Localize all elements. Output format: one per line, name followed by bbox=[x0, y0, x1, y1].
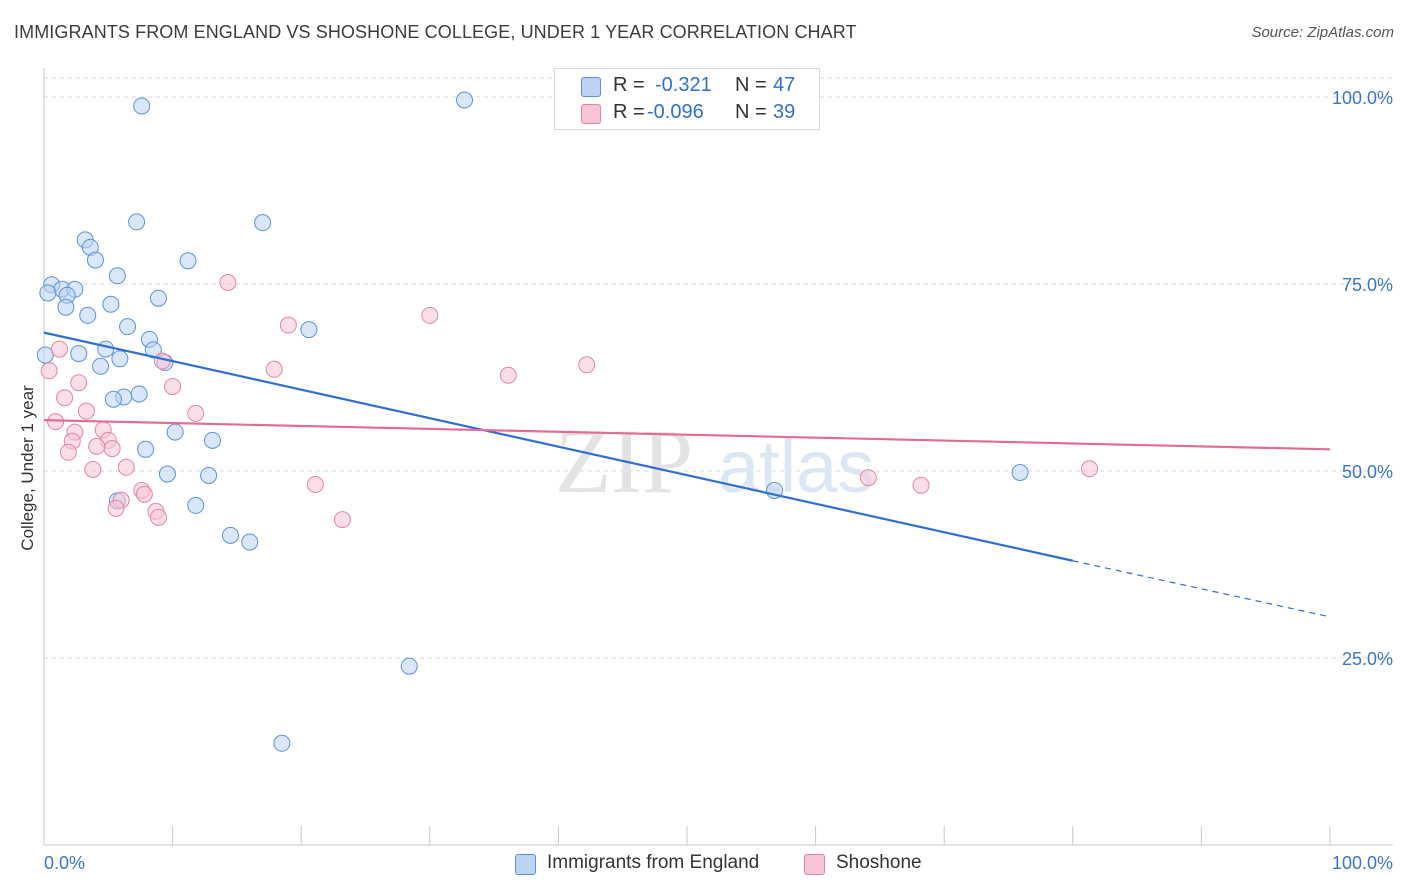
shoshone-point bbox=[59, 443, 77, 461]
england-point bbox=[158, 465, 176, 483]
england-trend-line bbox=[43, 331, 1074, 562]
england-point bbox=[36, 346, 54, 364]
england-point bbox=[133, 97, 151, 115]
shoshone-point bbox=[117, 458, 135, 476]
stats-legend: R = -0.321 N = 47 R = -0.096 N = 39 bbox=[554, 68, 820, 130]
shoshone-point bbox=[279, 316, 297, 334]
y-tick-label: 75.0% bbox=[1342, 275, 1393, 295]
england-point bbox=[119, 318, 137, 336]
england-point bbox=[104, 390, 122, 408]
england-point bbox=[400, 657, 418, 675]
shoshone-point bbox=[50, 340, 68, 358]
shoshone-trend-line bbox=[43, 419, 1331, 451]
england-point bbox=[102, 295, 120, 313]
england-point bbox=[200, 466, 218, 484]
shoshone-point bbox=[578, 356, 596, 374]
trend-layer bbox=[43, 331, 1331, 618]
shoshone-point bbox=[77, 402, 95, 420]
england-point bbox=[254, 214, 272, 232]
n-value: 39 bbox=[773, 101, 796, 123]
points-layer bbox=[36, 91, 1099, 752]
england-point bbox=[97, 340, 115, 358]
shoshone-point bbox=[56, 389, 74, 407]
y-tick-label: 100.0% bbox=[1332, 88, 1393, 108]
y-tick-label: 50.0% bbox=[1342, 462, 1393, 482]
england-point bbox=[137, 440, 155, 458]
shoshone-point bbox=[107, 499, 125, 517]
england-point bbox=[166, 423, 184, 441]
shoshone-point bbox=[187, 404, 205, 422]
shoshone-point bbox=[912, 476, 930, 494]
watermark: ZIP atlas bbox=[555, 410, 874, 512]
england-point bbox=[203, 431, 221, 449]
shoshone-point bbox=[333, 511, 351, 529]
r-label: R = bbox=[613, 74, 645, 96]
england-point bbox=[187, 496, 205, 514]
england-point bbox=[456, 91, 474, 109]
grid-layer bbox=[44, 77, 1393, 659]
england-point bbox=[111, 350, 129, 368]
legend-swatch-shoshone bbox=[804, 854, 825, 875]
shoshone-point bbox=[1081, 460, 1099, 478]
shoshone-swatch bbox=[581, 104, 601, 124]
england-point bbox=[70, 345, 88, 363]
shoshone-point bbox=[219, 274, 237, 292]
shoshone-point bbox=[47, 413, 65, 431]
r-value: -0.321 bbox=[655, 74, 712, 96]
shoshone-point bbox=[103, 440, 121, 458]
england-swatch bbox=[581, 77, 601, 97]
y-tick-label: 25.0% bbox=[1342, 649, 1393, 669]
shoshone-point bbox=[149, 508, 167, 526]
axis-layer bbox=[43, 68, 1393, 846]
england-point bbox=[241, 533, 259, 551]
shoshone-point bbox=[135, 485, 153, 503]
england-point bbox=[179, 252, 197, 270]
england-point bbox=[86, 251, 104, 269]
england-point bbox=[1011, 463, 1029, 481]
england-point bbox=[128, 213, 146, 231]
legend-label-england: Immigrants from England bbox=[547, 852, 760, 873]
england-point bbox=[300, 321, 318, 339]
tick-labels: 25.0% 50.0% 75.0% 100.0% 0.0% 100.0% bbox=[44, 88, 1393, 873]
n-label: N = bbox=[735, 101, 767, 123]
shoshone-point bbox=[499, 366, 517, 384]
shoshone-point bbox=[859, 469, 877, 487]
england-point bbox=[57, 298, 75, 316]
n-label: N = bbox=[735, 74, 767, 96]
england-point bbox=[149, 289, 167, 307]
england-point bbox=[79, 306, 97, 324]
r-label: R = bbox=[613, 101, 645, 123]
n-value: 47 bbox=[773, 74, 796, 96]
england-trend-extension bbox=[1072, 560, 1331, 618]
shoshone-point bbox=[70, 374, 88, 392]
england-point bbox=[92, 357, 110, 375]
legend-swatch-england bbox=[515, 854, 536, 875]
r-value: -0.096 bbox=[647, 101, 704, 123]
shoshone-point bbox=[40, 362, 58, 380]
shoshone-point bbox=[164, 377, 182, 395]
chart-title: IMMIGRANTS FROM ENGLAND VS SHOSHONE COLL… bbox=[14, 22, 857, 42]
shoshone-point bbox=[265, 360, 283, 378]
england-point bbox=[221, 526, 239, 544]
x-tick-label: 0.0% bbox=[44, 853, 85, 873]
x-tick-label: 100.0% bbox=[1332, 853, 1393, 873]
chart-source: Source: ZipAtlas.com bbox=[1251, 24, 1394, 41]
shoshone-point bbox=[421, 306, 439, 324]
england-point bbox=[273, 734, 291, 752]
shoshone-point bbox=[306, 475, 324, 493]
england-point bbox=[39, 284, 57, 302]
england-point bbox=[108, 267, 126, 285]
shoshone-point bbox=[84, 461, 102, 479]
shoshone-point bbox=[88, 437, 106, 455]
legend-label-shoshone: Shoshone bbox=[836, 852, 922, 873]
england-point bbox=[130, 385, 148, 403]
